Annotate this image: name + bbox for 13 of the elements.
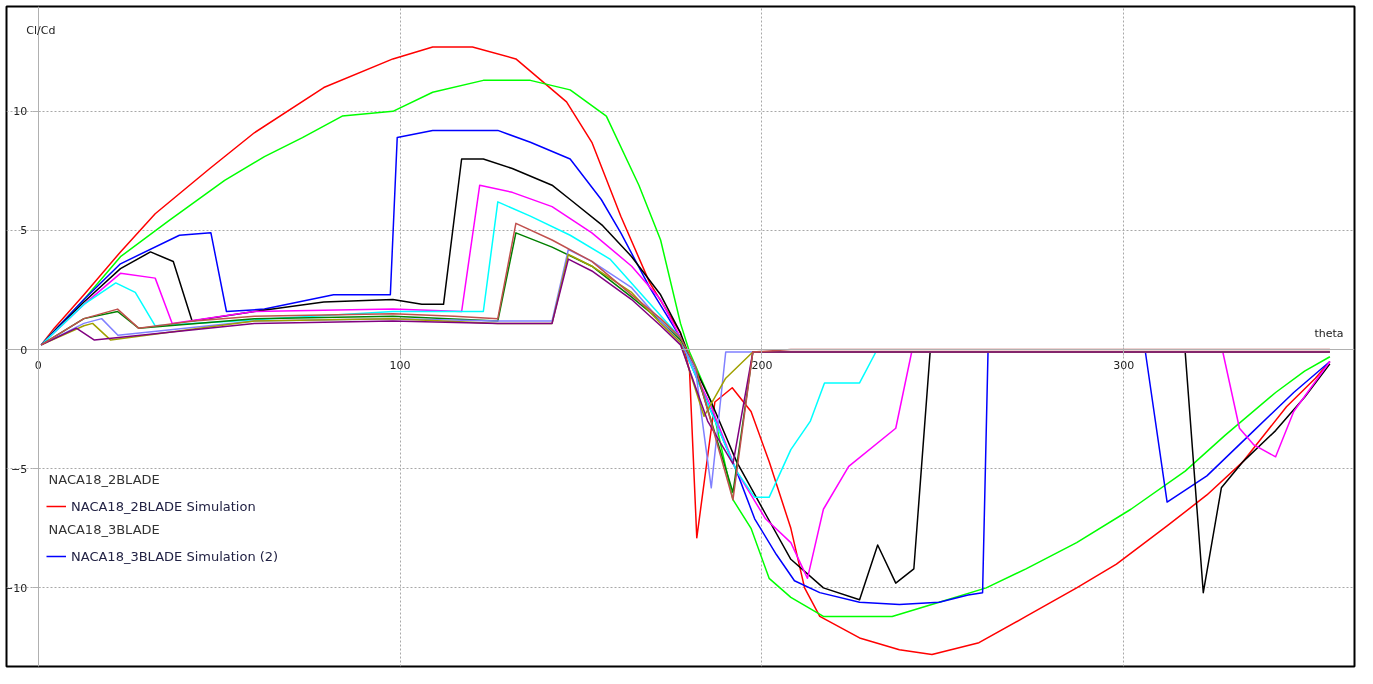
x-tick-label: 300: [1113, 358, 1135, 372]
y-tick-label: 10: [13, 105, 28, 119]
y-tick-label: 0: [20, 343, 28, 357]
x-tick-label: 200: [751, 358, 773, 372]
legend-label: NACA18_3BLADE Simulation (2): [71, 547, 279, 566]
y-tick-label: 5: [20, 224, 28, 238]
y-axis-title: Cl/Cd: [26, 23, 56, 37]
x-tick-label: 100: [389, 358, 411, 372]
annotation: NACA18_2BLADE: [48, 471, 160, 487]
legend-label: NACA18_2BLADE Simulation: [71, 497, 256, 516]
y-tick-label: −5: [11, 462, 28, 476]
annotation: NACA18_3BLADE: [48, 521, 160, 537]
x-axis-title: theta: [1314, 326, 1344, 340]
